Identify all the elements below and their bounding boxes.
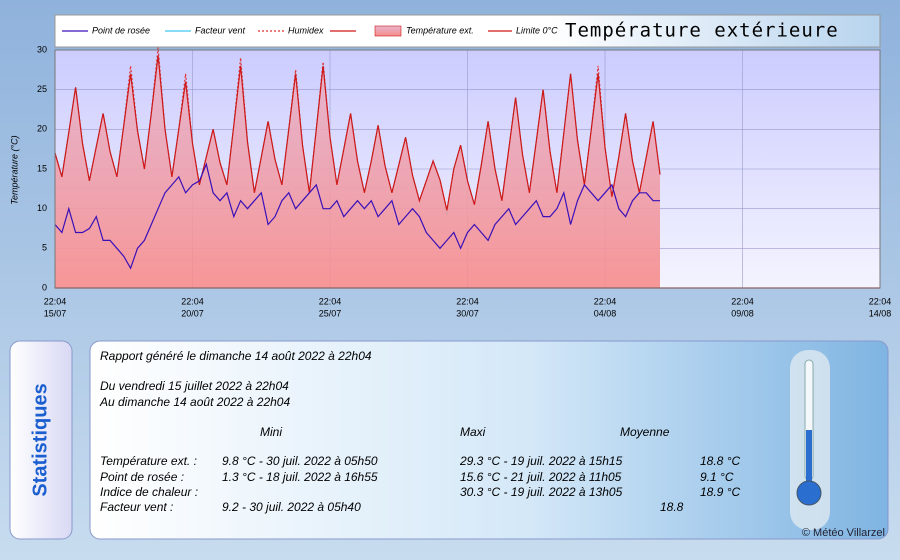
series-line: [54, 55, 661, 211]
report-date: Rapport généré le dimanche 14 août 2022 …: [100, 349, 372, 363]
row-label: Température ext. :: [100, 454, 197, 468]
chart-title: Température extérieure: [565, 20, 839, 42]
row-maxi: 15.6 °C - 21 juil. 2022 à 11h05: [460, 470, 622, 484]
plot-frame: [54, 49, 881, 289]
y-tick-label: 30: [37, 44, 47, 54]
row-label: Point de rosée :: [100, 470, 184, 484]
row-label: Indice de chaleur :: [100, 485, 198, 499]
series-line: [54, 162, 660, 270]
row-label: Facteur vent :: [100, 500, 173, 514]
x-tick-label: 22:04: [456, 296, 479, 306]
row-maxi: 29.3 °C - 19 juil. 2022 à 15h15: [459, 454, 623, 468]
legend: Point de rosée Facteur vent Humidex Tempéra…: [62, 25, 558, 37]
period-start: Du vendredi 15 juillet 2022 à 22h04: [100, 379, 289, 393]
legend-label: Température ext.: [406, 25, 474, 35]
period-end: Au dimanche 14 août 2022 à 22h04: [99, 395, 290, 409]
stats-tab: [9, 340, 73, 540]
row-moyenne: 9.1 °C: [700, 470, 734, 484]
temperature-area: [55, 55, 660, 288]
y-tick-label: 15: [37, 163, 47, 173]
x-tick-label: 15/07: [44, 308, 67, 318]
row-moyenne: 18.8 °C: [700, 454, 740, 468]
y-tick-label: 5: [42, 243, 47, 253]
stats-panel: [89, 340, 889, 540]
row-maxi: 30.3 °C - 19 juil. 2022 à 13h05: [460, 485, 623, 499]
x-tick-label: 25/07: [319, 308, 342, 318]
column-header: Maxi: [460, 425, 486, 439]
y-tick-label: 0: [42, 282, 47, 292]
stats-title: Statistiques: [29, 383, 51, 496]
x-tick-label: 22:04: [731, 296, 754, 306]
x-tick-label: 22:04: [869, 296, 892, 306]
x-tick-label: 04/08: [594, 308, 617, 318]
column-header: Mini: [260, 425, 282, 439]
x-tick-label: 22:04: [319, 296, 342, 306]
x-tick-label: 20/07: [181, 308, 204, 318]
legend-label: Point de rosée: [92, 25, 150, 35]
row-mini: 9.2 - 30 juil. 2022 à 05h40: [222, 500, 361, 514]
x-tick-label: 22:04: [594, 296, 617, 306]
stats-rows: Température ext. : 9.8 °C - 30 juil. 2022…: [100, 454, 740, 514]
y-tick-label: 10: [37, 203, 47, 213]
legend-label: Facteur vent: [195, 25, 246, 35]
legend-label: Humidex: [288, 25, 324, 35]
y-tick-label: 25: [37, 84, 47, 94]
y-axis-label: Température (°C): [9, 135, 19, 204]
thermometer: [790, 350, 830, 530]
row-mini: 1.3 °C - 18 juil. 2022 à 16h55: [222, 470, 378, 484]
row-moyenne: 18.8: [660, 500, 684, 514]
legend-label: Limite 0°C: [516, 25, 558, 35]
x-tick-label: 14/08: [869, 308, 892, 318]
legend-box: [54, 14, 881, 48]
x-tick-label: 22:04: [181, 296, 204, 306]
x-tick-label: 30/07: [456, 308, 479, 318]
row-mini: 9.8 °C - 30 juil. 2022 à 05h50: [222, 454, 378, 468]
y-tick-label: 20: [37, 124, 47, 134]
x-tick-label: 09/08: [731, 308, 754, 318]
column-header: Moyenne: [620, 425, 670, 439]
legend-swatch: [374, 25, 402, 37]
credit: © Météo Villarzel: [802, 527, 885, 539]
x-tick-label: 22:04: [44, 296, 67, 306]
row-moyenne: 18.9 °C: [700, 485, 740, 499]
